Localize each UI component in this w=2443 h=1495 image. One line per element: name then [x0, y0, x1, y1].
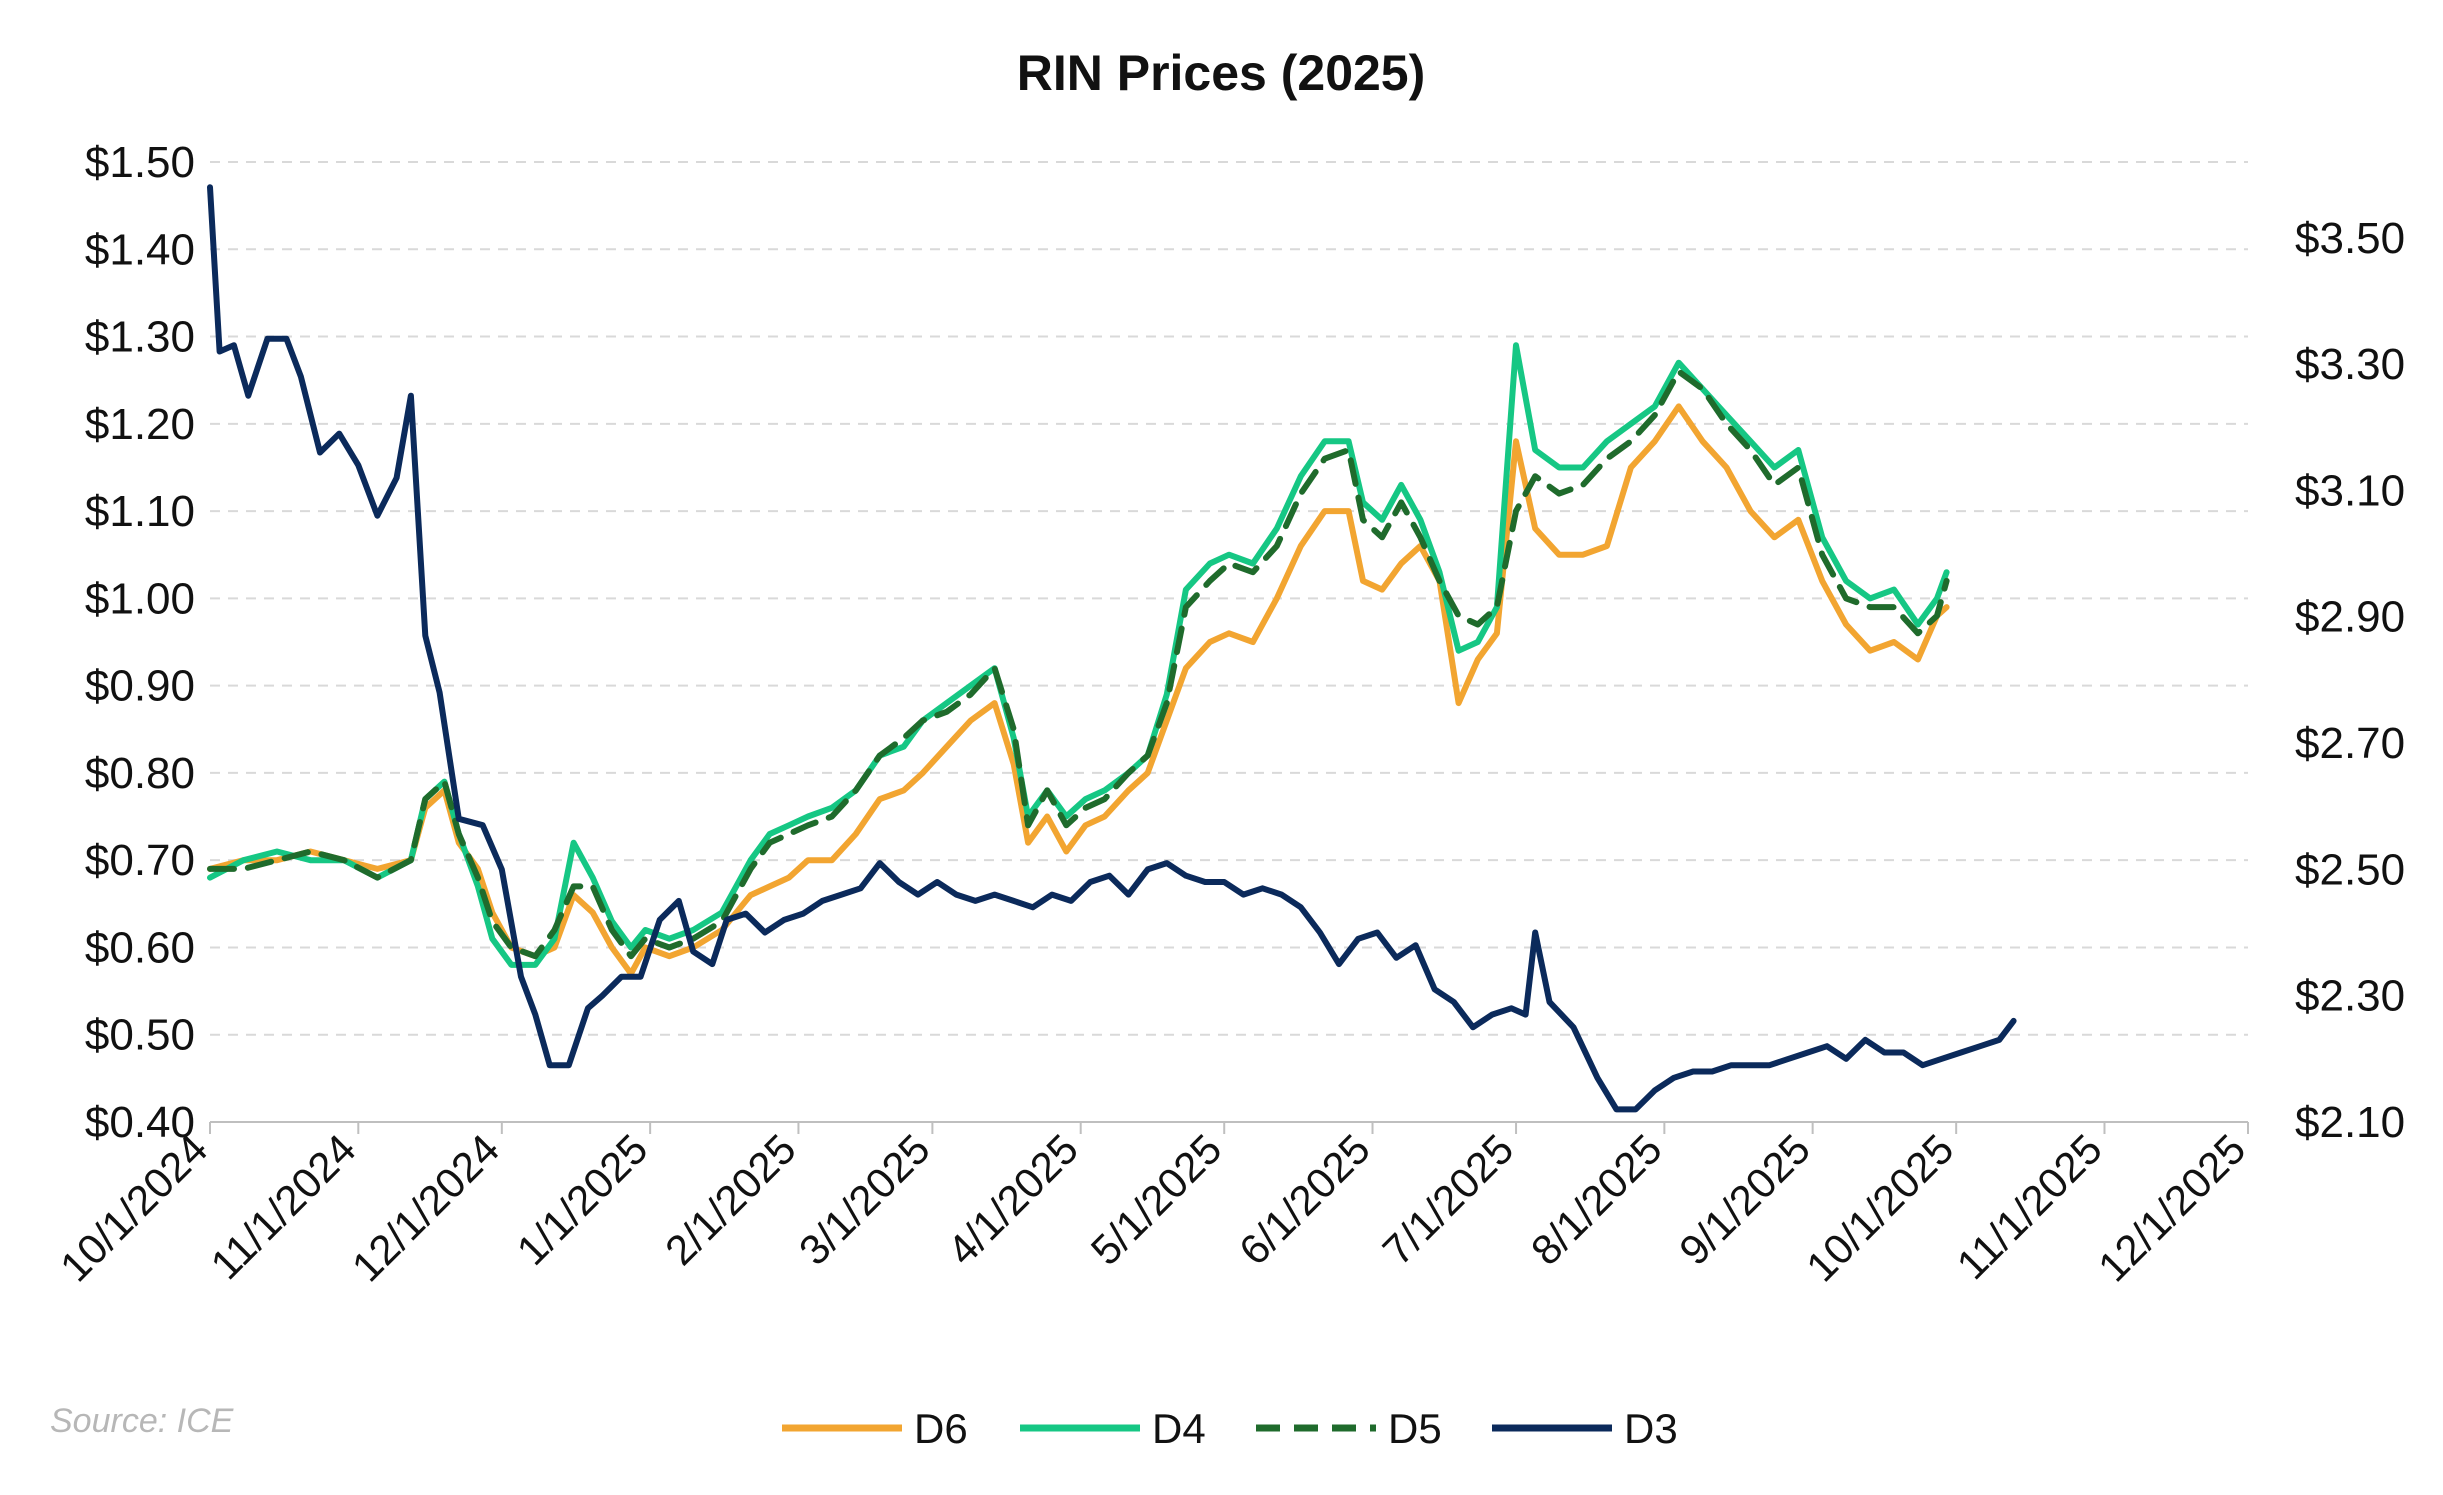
- legend-label-d6: D6: [914, 1405, 968, 1452]
- y-tick-left-label: $0.60: [85, 923, 195, 972]
- x-tick-label: 12/1/2024: [343, 1125, 508, 1290]
- series-line-d5: [207, 368, 1950, 960]
- x-tick-label: 5/1/2025: [1082, 1125, 1231, 1274]
- y-tick-left-label: $1.00: [85, 574, 195, 623]
- gridlines: [210, 161, 2248, 1036]
- x-tick-label: 6/1/2025: [1230, 1125, 1379, 1274]
- x-tick-label: 11/1/2024: [202, 1125, 365, 1288]
- y-tick-left-label: $0.40: [85, 1098, 195, 1147]
- series-line-d3: [207, 184, 2017, 1113]
- x-tick-label: 11/1/2025: [1948, 1125, 2111, 1288]
- y-tick-left-label: $1.40: [85, 225, 195, 274]
- legend-label-d3: D3: [1624, 1405, 1678, 1452]
- y-axis-right: $2.10 $2.30 $2.50 $2.70 $2.90 $3.10 $3.30 $3.50: [2295, 214, 2405, 1147]
- x-tick-label: 3/1/2025: [790, 1125, 939, 1274]
- series-line-d6: [207, 403, 1950, 977]
- y-tick-left-label: $0.70: [85, 836, 195, 885]
- y-tick-right-label: $3.30: [2295, 340, 2405, 389]
- y-tick-left-label: $0.80: [85, 749, 195, 798]
- y-tick-right-label: $2.30: [2295, 972, 2405, 1021]
- y-tick-left-label: $1.10: [85, 487, 195, 536]
- y-tick-left-label: $0.50: [85, 1011, 195, 1060]
- legend-label-d4: D4: [1152, 1405, 1206, 1452]
- y-tick-left-label: $1.20: [85, 400, 195, 449]
- y-tick-right-label: $3.10: [2295, 466, 2405, 515]
- x-tick-label: 1/1/2025: [508, 1125, 657, 1274]
- y-tick-right-label: $2.50: [2295, 845, 2405, 894]
- y-tick-right-label: $2.10: [2295, 1098, 2405, 1147]
- chart-title: RIN Prices (2025): [1017, 45, 1426, 101]
- x-tick-label: 10/1/2025: [1797, 1125, 1962, 1290]
- series-line-d4: [207, 342, 1950, 968]
- y-tick-right-label: $2.70: [2295, 719, 2405, 768]
- x-tick-label: 8/1/2025: [1522, 1125, 1671, 1274]
- y-tick-left-label: $1.50: [85, 138, 195, 187]
- x-tick-label: 9/1/2025: [1670, 1125, 1819, 1274]
- y-tick-left-label: $0.90: [85, 662, 195, 711]
- series-lines: [207, 184, 2017, 1113]
- y-tick-right-label: $3.50: [2295, 214, 2405, 263]
- y-tick-right-label: $2.90: [2295, 593, 2405, 642]
- y-axis-left: $0.40 $0.50 $0.60 $0.70 $0.80 $0.90 $1.00 $1.10…: [85, 138, 195, 1147]
- source-note: Source: ICE: [50, 1402, 234, 1440]
- x-tick-label: 10/1/2024: [51, 1125, 216, 1290]
- y-tick-left-label: $1.30: [85, 313, 195, 362]
- x-tick-label: 12/1/2025: [2089, 1125, 2254, 1290]
- x-tick-label: 4/1/2025: [938, 1125, 1087, 1274]
- legend-label-d5: D5: [1388, 1405, 1442, 1452]
- x-tick-label: 7/1/2025: [1374, 1125, 1523, 1274]
- x-tick-label: 2/1/2025: [656, 1125, 805, 1274]
- legend: D6 D4 D5 D3: [782, 1405, 1678, 1452]
